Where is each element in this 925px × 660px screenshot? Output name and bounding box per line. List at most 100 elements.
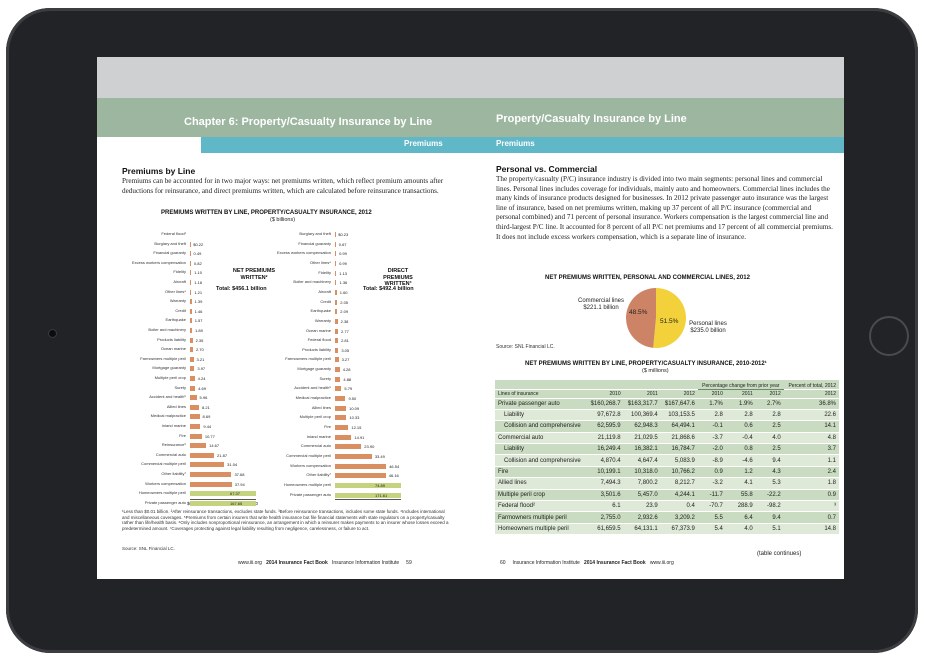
bar [190,452,215,458]
bar [190,414,200,420]
bar-category-label: Other liability⁷ [161,471,186,476]
table-cell: 1.2 [725,466,756,479]
table-cell: 61,659.5 [586,523,624,536]
bar-value-label: 37.94 [234,481,245,487]
table-cell: 9.4 [755,511,784,524]
bar-category-label: Multiple peril crop [299,414,331,420]
bar [335,376,341,382]
table-cell: 2.7% [755,398,784,410]
bar-value-label: 1.60 [339,289,348,295]
bar-value-label: 10.77 [204,433,215,439]
table-title: NET PREMIUMS WRITTEN BY LINE, PROPERTY/C… [525,361,767,367]
table-cell: -2.0 [697,443,726,456]
bar [190,308,192,314]
table-cell: 4.8 [783,432,839,445]
bar [190,280,192,285]
bar [190,395,197,401]
bar [335,415,347,421]
bar-category-label: Financial guaranty [153,250,186,256]
personal-commercial-pie [626,288,686,348]
footer-url[interactable]: www.iii.org [238,560,262,566]
net-premiums-label: NET PREMIUMS WRITTEN² [232,268,276,281]
bar-value-label: 31.04 [227,462,238,468]
row-label: Liability [495,443,587,456]
bar-category-label: Ocean marine [160,346,186,352]
bar-value-label: 46.16 [388,473,399,479]
bar-category-label: Commercial multiple peril [141,461,186,467]
net-premiums-total: Total: $456.1 billion [216,286,267,292]
bar-value-label: 1.13 [339,270,348,276]
bar-category-label: Inland marine [161,423,186,428]
bar-value-label: 1.89 [195,328,203,333]
bar-value-label: 10.33 [349,415,360,421]
left-heading: Premiums by Line [122,166,196,176]
right-chapter-title: Property/Casualty Insurance by Line [496,113,687,125]
table-cell: 21,119.8 [586,432,624,445]
bar-category-label: Commercial multiple peril [286,452,331,458]
bar-category-label: Credit [175,307,186,313]
footer-book: 2014 Insurance Fact Book [583,560,646,566]
table-cell: 36.8% [783,398,839,410]
bar-value-label: $0.23 [338,232,349,237]
net-x-axis [190,499,256,500]
pie-slice-personal [653,288,686,348]
right-section-tab: Premiums [496,139,535,148]
table-cell: 5.3 [755,477,784,490]
table-cell: 2,932.6 [623,511,661,524]
pie-commercial-percent: 48.5% [629,309,648,316]
bar [335,492,401,498]
left-body-text: Premiums can be accounted for in two maj… [122,177,444,195]
table-cell: 6.4 [725,511,756,524]
bar-value-label: 3.27 [341,357,350,363]
bar-value-label: 4.28 [342,367,351,373]
bar-value-label: 1.21 [194,289,203,295]
bar [190,366,195,372]
bar-category-label: Reinsurance⁶ [161,442,186,448]
table-cell: 2.8 [755,409,784,422]
table-cell: 1.7% [697,398,726,410]
bar [335,434,352,440]
table-cell: 10,199.1 [586,466,624,479]
left-chapter-title: Chapter 6: Property/Casualty Insurance b… [184,116,433,128]
bar-category-label: Products liability [157,336,186,342]
bar-category-label: Financial guaranty [298,240,331,246]
table-continues-note: (table continues) [757,551,802,557]
row-label: Liability [495,409,587,422]
bar [190,491,256,497]
bar-category-label: Other lines⁴ [309,259,331,265]
row-label: Private passenger auto [495,398,587,410]
table-row: Liability 16,249.4 16,382.1 16,784.7 -2.0 0.8… [495,443,839,456]
bar-value-label: 14.67 [209,443,220,449]
table-cell: $167,647.6 [660,398,698,410]
table-cell: 62,948.3 [623,420,661,433]
table-row: Commercial auto 21,119.8 21,029.5 21,868.6-… [495,432,839,445]
bar-category-label: Private passenger auto [289,491,331,497]
bar-value-label: 2.09 [340,309,349,315]
bar-value-label: 0.82 [193,260,202,266]
bar-value-label: 67.37 [230,491,241,497]
table-cell: 1.9% [725,398,756,410]
column-header: 2012 [783,389,839,399]
left-section-tab: Premiums [404,139,443,148]
bar [190,404,200,410]
bar [335,280,337,286]
table-cell: 23.9 [623,500,661,513]
footer-page-number: 59 [406,560,412,566]
footer-url[interactable]: www.iii.org [649,560,674,566]
home-button[interactable] [869,316,909,356]
table-column-header-row: Lines of insurance 2010 2011 2012 2010 2011 20… [495,389,839,399]
top-gray-band [97,57,844,98]
bar-value-label: 9.50 [348,396,357,402]
bar-category-label: Excess workers compensation [131,259,186,265]
table-row: Private passenger auto $160,268.7 $163,317… [495,398,839,410]
bar-value-label: 14.91 [354,434,365,440]
table-cell: 5.1 [755,523,784,536]
table-cell: 3,501.6 [586,489,624,502]
bar [335,309,338,315]
row-label: Fire [495,466,587,479]
document-screen: Chapter 6: Property/Casualty Insurance b… [97,57,844,579]
bar-category-label: Private passenger auto [144,499,186,505]
bar-category-label: Multiple peril crop [154,375,186,380]
table-cell: 62,595.9 [586,420,624,433]
bar [190,251,191,257]
